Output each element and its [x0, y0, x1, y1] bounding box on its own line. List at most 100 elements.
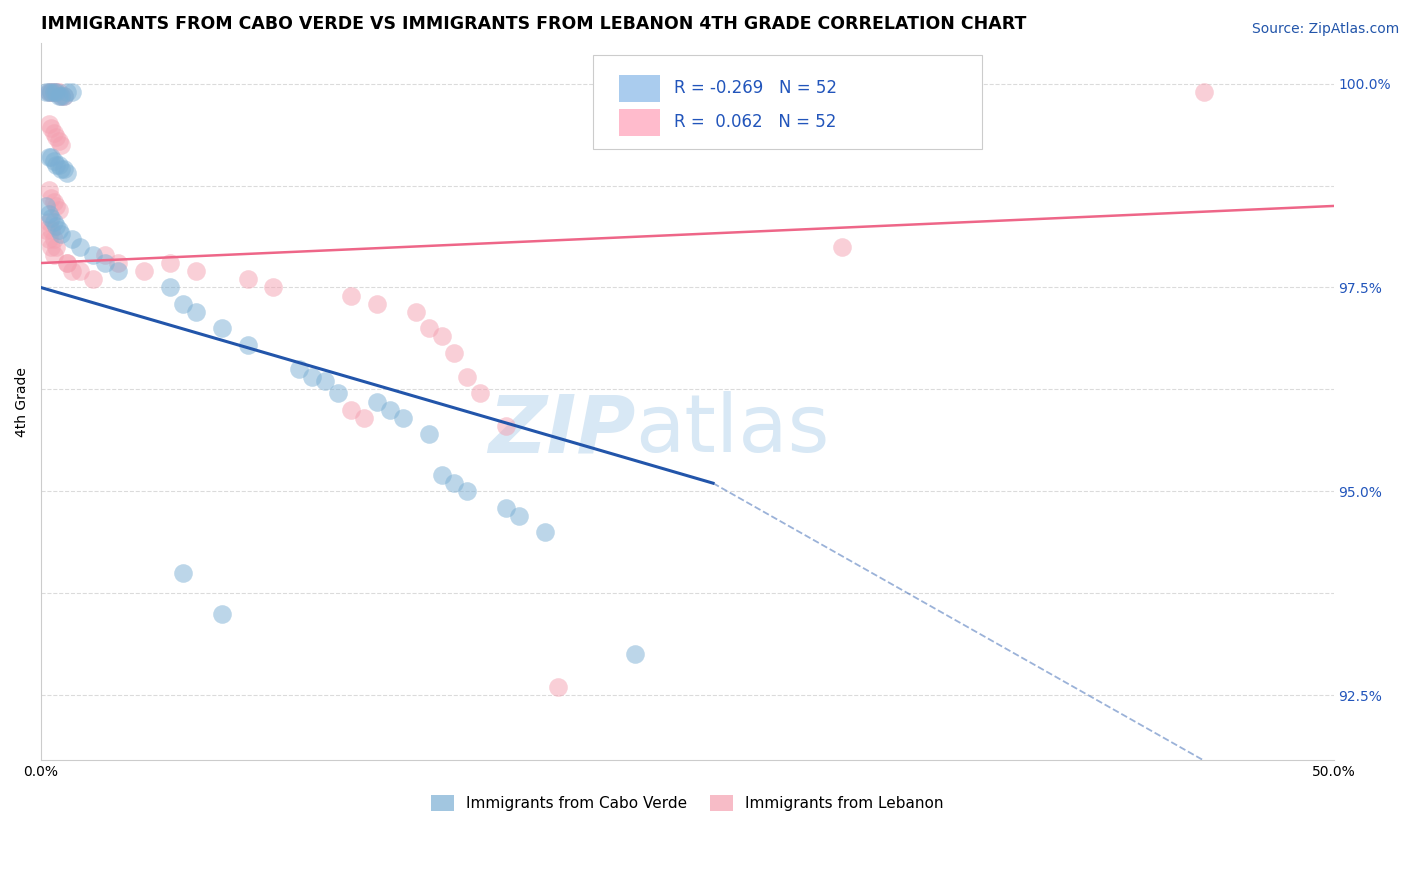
Point — [35, 223, 58, 237]
Point — [39, 240, 62, 254]
Point — [94, 256, 117, 270]
Point — [51, 227, 73, 242]
Point — [134, 264, 156, 278]
Point — [45, 158, 67, 172]
Point — [42, 248, 65, 262]
Point — [94, 248, 117, 262]
Point — [831, 240, 853, 254]
Point — [82, 272, 104, 286]
Point — [55, 85, 77, 99]
Point — [340, 288, 363, 302]
Point — [53, 88, 76, 103]
Point — [60, 264, 83, 278]
Point — [42, 194, 65, 209]
Point — [55, 256, 77, 270]
Point — [340, 402, 363, 417]
Y-axis label: 4th Grade: 4th Grade — [15, 367, 30, 436]
Point — [107, 256, 129, 270]
Point — [55, 256, 77, 270]
Point — [48, 85, 70, 99]
Point — [366, 297, 388, 311]
Point — [45, 129, 67, 144]
Point — [51, 162, 73, 177]
Point — [405, 305, 427, 319]
Point — [353, 411, 375, 425]
Point — [45, 85, 67, 99]
Point — [534, 525, 557, 540]
Point — [39, 150, 62, 164]
Point — [430, 468, 453, 483]
Point — [107, 264, 129, 278]
Point — [38, 207, 60, 221]
Point — [48, 158, 70, 172]
Point — [366, 394, 388, 409]
Point — [42, 231, 65, 245]
Text: IMMIGRANTS FROM CABO VERDE VS IMMIGRANTS FROM LEBANON 4TH GRADE CORRELATION CHAR: IMMIGRANTS FROM CABO VERDE VS IMMIGRANTS… — [41, 15, 1026, 33]
Point — [236, 272, 259, 286]
Point — [38, 85, 60, 99]
Bar — [619, 109, 659, 136]
Point — [60, 85, 83, 99]
Point — [82, 248, 104, 262]
Point — [184, 264, 207, 278]
Point — [42, 154, 65, 169]
Point — [45, 85, 67, 99]
Point — [42, 215, 65, 229]
Point — [38, 150, 60, 164]
Text: Source: ZipAtlas.com: Source: ZipAtlas.com — [1251, 22, 1399, 37]
Point — [60, 231, 83, 245]
Point — [172, 297, 194, 311]
Point — [48, 202, 70, 217]
Point — [69, 240, 91, 254]
Point — [391, 411, 413, 425]
Legend: Immigrants from Cabo Verde, Immigrants from Lebanon: Immigrants from Cabo Verde, Immigrants f… — [425, 789, 949, 817]
Point — [42, 85, 65, 99]
Text: ZIP: ZIP — [488, 392, 636, 469]
Point — [48, 88, 70, 103]
Point — [51, 88, 73, 103]
Point — [470, 386, 492, 401]
Point — [508, 508, 530, 523]
Point — [53, 162, 76, 177]
Point — [39, 85, 62, 99]
Point — [418, 321, 440, 335]
Point — [38, 85, 60, 99]
Point — [211, 607, 233, 621]
Point — [443, 345, 465, 359]
Point — [38, 117, 60, 131]
Point — [35, 199, 58, 213]
Point — [35, 85, 58, 99]
Point — [55, 166, 77, 180]
Point — [456, 370, 478, 384]
Point — [314, 374, 336, 388]
Point — [45, 199, 67, 213]
Point — [39, 191, 62, 205]
Point — [418, 427, 440, 442]
Point — [39, 211, 62, 226]
Point — [326, 386, 349, 401]
Point — [45, 219, 67, 234]
Point — [430, 329, 453, 343]
Point — [38, 231, 60, 245]
Point — [42, 126, 65, 140]
Point — [1194, 85, 1216, 99]
Point — [39, 85, 62, 99]
Point — [69, 264, 91, 278]
Point — [45, 240, 67, 254]
Point — [51, 88, 73, 103]
Point — [211, 321, 233, 335]
Point — [48, 223, 70, 237]
Point — [443, 476, 465, 491]
Text: atlas: atlas — [636, 392, 830, 469]
Point — [53, 88, 76, 103]
Point — [48, 134, 70, 148]
Point — [38, 183, 60, 197]
Point — [288, 362, 311, 376]
Point — [236, 337, 259, 351]
Point — [159, 280, 181, 294]
Point — [42, 85, 65, 99]
Point — [51, 137, 73, 152]
Point — [263, 280, 285, 294]
Point — [39, 121, 62, 136]
Point — [547, 680, 569, 694]
